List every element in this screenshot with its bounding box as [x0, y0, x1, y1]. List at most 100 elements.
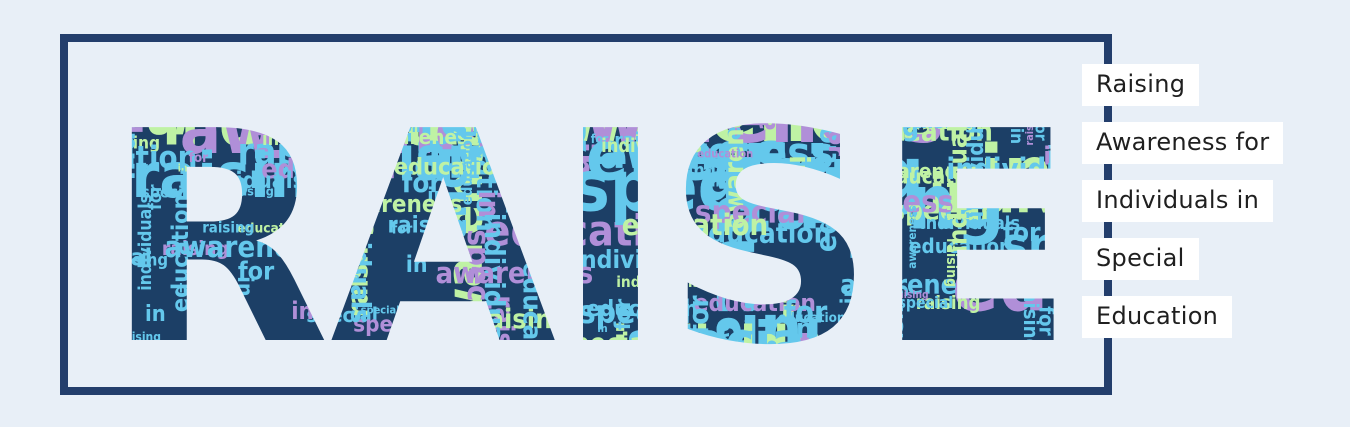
- cloud-word: education: [459, 131, 476, 205]
- cloud-word: raising: [614, 128, 681, 151]
- cloud-word: in: [406, 252, 428, 278]
- cloud-word: in: [740, 290, 803, 354]
- cloud-word: education: [622, 208, 768, 242]
- cloud-word: for: [784, 295, 828, 330]
- cloud-word: raising: [1023, 108, 1036, 145]
- cloud-word: individuals: [612, 316, 896, 354]
- cloud-word: raising: [119, 330, 161, 344]
- cloud-word: for: [146, 184, 166, 210]
- cloud-word: raising: [539, 95, 557, 149]
- cloud-word: education: [394, 153, 512, 181]
- cloud-word: special: [141, 182, 197, 201]
- cloud-word: education: [166, 194, 194, 312]
- cloud-word: for: [842, 68, 887, 104]
- cloud-word: special: [1002, 218, 1080, 274]
- cloud-word: awareness: [297, 268, 359, 282]
- cloud-word: special: [588, 339, 659, 354]
- cloud-word: awareness: [436, 256, 594, 290]
- cloud-word: education: [530, 64, 689, 79]
- cloud-word: education: [321, 64, 480, 91]
- raise-wordcloud-logo: RAISE individualsraisinginindividualsedu…: [100, 64, 1080, 354]
- cloud-word: awareness: [413, 116, 790, 197]
- cloud-word: education: [921, 99, 1028, 124]
- cloud-word: raising: [1019, 281, 1043, 351]
- cloud-word: individuals: [944, 111, 974, 253]
- cloud-word: awareness: [100, 64, 355, 119]
- cloud-word: raising: [476, 304, 570, 335]
- cloud-word: individuals: [616, 273, 701, 291]
- cloud-word: individuals: [345, 175, 376, 323]
- cloud-word: for: [1035, 306, 1059, 335]
- cloud-word: raising: [742, 159, 1005, 247]
- cloud-word: education: [516, 262, 546, 354]
- cloud-word: awareness: [332, 190, 462, 218]
- cloud-word: special: [572, 146, 820, 228]
- cloud-word: education: [909, 234, 1012, 258]
- cloud-word: raising: [943, 238, 959, 287]
- cloud-word: awareness: [400, 103, 457, 115]
- cloud-word: awareness: [512, 67, 942, 160]
- cloud-word: in: [1046, 141, 1070, 170]
- cloud-word: raising: [883, 284, 909, 354]
- cloud-word: individuals: [706, 343, 789, 354]
- cloud-word: awareness: [905, 205, 919, 268]
- cloud-word: for: [298, 67, 321, 85]
- cloud-word: in: [782, 296, 803, 322]
- cloud-word: raising: [655, 161, 716, 181]
- cloud-word: awareness: [208, 91, 276, 106]
- cloud-word: education: [883, 165, 987, 189]
- cloud-word: special: [298, 222, 345, 237]
- cloud-word: raising: [853, 345, 866, 354]
- cloud-word: awareness: [243, 64, 256, 113]
- cloud-word: raising: [1032, 64, 1080, 70]
- cloud-word: awareness: [436, 89, 494, 354]
- cloud-word: education: [854, 114, 993, 147]
- cloud-word: education: [809, 108, 843, 252]
- cloud-word: special: [154, 340, 212, 354]
- cloud-word: special: [126, 64, 200, 138]
- cloud-word: awareness: [867, 72, 942, 88]
- cloud-word: for: [1032, 118, 1051, 141]
- cloud-word: for: [189, 151, 209, 166]
- cloud-word: special: [671, 64, 760, 84]
- cloud-word: in: [132, 95, 150, 116]
- cloud-word: education: [691, 216, 831, 249]
- cloud-word: special: [627, 310, 822, 354]
- cloud-word: raising: [237, 64, 296, 162]
- cloud-word: awareness: [713, 320, 737, 354]
- cloud-word: individuals: [1071, 212, 1080, 256]
- cloud-word: in: [740, 80, 762, 107]
- cloud-word: in: [179, 280, 191, 295]
- cloud-word: individuals: [929, 163, 1080, 226]
- cloud-word: awareness: [367, 125, 479, 149]
- cloud-word: in: [977, 278, 988, 291]
- cloud-word: education: [237, 220, 306, 236]
- cloud-word: special: [1054, 64, 1080, 77]
- cloud-word: awareness: [701, 64, 736, 94]
- cloud-word: in: [708, 175, 719, 189]
- cloud-word: education: [952, 241, 1080, 330]
- cloud-word: in: [837, 284, 862, 305]
- cloud-word: for: [453, 100, 483, 138]
- cloud-word: special: [509, 349, 544, 354]
- cloud-word: education: [1059, 287, 1080, 354]
- tagline-line-3: Individuals in: [1082, 180, 1274, 222]
- cloud-word: individuals: [697, 89, 753, 100]
- cloud-word: special: [695, 194, 806, 230]
- cloud-word: awareness: [100, 101, 162, 125]
- cloud-word: in: [837, 343, 859, 354]
- cloud-word: special: [361, 303, 400, 316]
- cloud-word: awareness: [751, 64, 782, 131]
- cloud-word: individuals: [845, 140, 891, 354]
- cloud-word: awareness: [599, 129, 833, 179]
- cloud-word: in: [967, 172, 995, 206]
- cloud-word: education: [877, 117, 895, 193]
- cloud-word: individuals: [212, 345, 362, 354]
- cloud-word: raising: [341, 219, 374, 318]
- cloud-word: in: [560, 142, 604, 178]
- cloud-word: for: [726, 319, 821, 354]
- cloud-word: awareness: [721, 102, 747, 226]
- cloud-word: special: [641, 106, 709, 129]
- cloud-word: raising: [505, 197, 567, 217]
- cloud-word: individuals: [100, 141, 103, 354]
